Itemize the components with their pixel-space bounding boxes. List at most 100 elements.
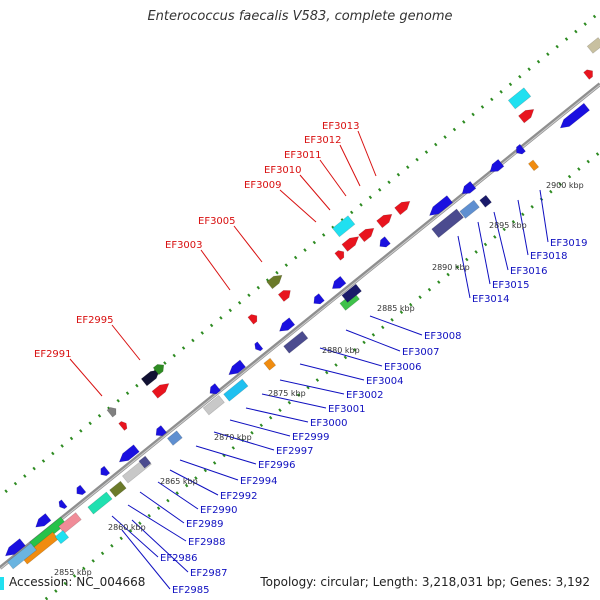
scale-ticks: 2855 kbp 2860 kbp 2865 kbp 2870 kbp 2875 kbp… — [54, 181, 584, 577]
gene-feature-28 — [138, 455, 152, 469]
gene-feature-3 — [58, 499, 68, 510]
leader-EF3019 — [539, 189, 549, 243]
leader-EF3000 — [245, 407, 309, 423]
scale-tick-4: 2870 kbp — [214, 433, 252, 442]
gene-feature-51 — [376, 213, 393, 229]
gene-feature-15 — [429, 195, 454, 216]
scale-tick-7: 2885 kbp — [377, 304, 415, 313]
gene-label-EF3002: EF3002 — [346, 390, 384, 401]
leader-EF2999 — [229, 419, 291, 437]
gene-label-EF3004: EF3004 — [366, 376, 404, 387]
gene-feature-2 — [35, 513, 52, 528]
gene-label-EF2995: EF2995 — [76, 315, 114, 326]
leader-EF2990 — [157, 481, 199, 510]
leader-EF3002 — [279, 379, 345, 395]
leader-EF3007 — [345, 329, 401, 352]
gene-label-EF2990: EF2990 — [200, 505, 238, 516]
gene-feature-40 — [151, 383, 170, 399]
gene-label-EF2991: EF2991 — [34, 349, 72, 360]
leader-EF3013 — [357, 130, 377, 177]
gene-feature-16 — [461, 180, 477, 195]
gene-feature-25 — [87, 491, 113, 515]
gene-feature-17 — [489, 158, 505, 173]
leader-EF3004 — [299, 363, 365, 381]
leader-EF3006 — [319, 347, 383, 367]
gene-feature-50 — [358, 227, 375, 243]
gene-feature-36 — [431, 208, 464, 239]
gene-feature-13 — [331, 275, 347, 289]
gene-feature-1 — [4, 538, 26, 557]
scale-tick-2: 2860 kbp — [108, 523, 146, 532]
leader-EF2986 — [111, 515, 159, 558]
gene-label-EF3007: EF3007 — [402, 347, 440, 358]
gene-feature-11 — [279, 317, 296, 332]
scale-tick-9: 2895 kbp — [489, 221, 527, 230]
gene-label-EF3003: EF3003 — [165, 240, 203, 251]
gene-label-EF2988: EF2988 — [188, 537, 226, 548]
leader-EF3003 — [200, 249, 231, 291]
tick-dots — [0, 10, 600, 600]
gene-feature-18 — [516, 143, 526, 155]
gene-feature-6 — [118, 444, 140, 463]
leader-EF2995 — [111, 324, 141, 361]
scale-tick-5: 2875 kbp — [268, 389, 306, 398]
gene-feature-31 — [223, 378, 249, 402]
leader-EF2992 — [169, 469, 219, 496]
leader-EF3018 — [517, 199, 529, 256]
gene-feature-57 — [586, 37, 600, 54]
gene-label-EF3009: EF3009 — [244, 180, 282, 191]
gene-label-EF2999: EF2999 — [292, 432, 330, 443]
leader-EF3012 — [339, 144, 361, 187]
label-leaders — [69, 130, 549, 590]
scale-tick-8: 2890 kbp — [432, 263, 470, 272]
gene-feature-12 — [313, 293, 325, 305]
gene-feature-39 — [527, 159, 540, 172]
leader-EF3014 — [457, 235, 471, 299]
gene-feature-45 — [247, 314, 258, 325]
gene-label-EF2985: EF2985 — [172, 585, 210, 596]
gene-feature-35 — [341, 283, 362, 303]
gene-feature-43 — [106, 407, 117, 418]
gene-feature-30 — [202, 394, 225, 416]
gene-label-EF2989: EF2989 — [186, 519, 224, 530]
leader-EF3005 — [233, 225, 263, 263]
leader-EF3010 — [299, 174, 331, 211]
gene-feature-4 — [76, 484, 87, 496]
tick-track-2 — [42, 150, 600, 600]
gene-feature-47 — [277, 290, 291, 302]
gene-feature-10 — [254, 341, 264, 352]
leader-EF2996 — [195, 445, 257, 465]
accession-swatch — [0, 577, 4, 590]
gene-feature-53 — [332, 215, 356, 238]
gene-feature-44 — [118, 421, 128, 431]
gene-label-EF3001: EF3001 — [328, 404, 366, 415]
gene-feature-46 — [266, 274, 283, 290]
gene-label-EF3015: EF3015 — [492, 280, 530, 291]
gene-feature-33 — [283, 330, 309, 354]
gene-feature-42 — [152, 364, 165, 376]
gene-feature-8 — [209, 383, 221, 395]
gene-label-EF3012: EF3012 — [304, 135, 342, 146]
gene-labels: EF2991 EF2995 EF3003 EF3005 EF3009 EF3010 EF30… — [34, 121, 588, 596]
gene-feature-19 — [559, 102, 591, 129]
gene-feature-22 — [7, 542, 37, 570]
gene-label-EF2997: EF2997 — [276, 446, 314, 457]
gene-label-EF3013: EF3013 — [322, 121, 360, 132]
leader-EF3011 — [319, 159, 347, 197]
gene-feature-5 — [100, 465, 111, 477]
map-title: Enterococcus faecalis V583, complete gen… — [147, 9, 453, 24]
scale-tick-10: 2900 kbp — [546, 181, 584, 190]
gene-feature-55 — [518, 109, 535, 124]
gene-feature-54 — [507, 87, 532, 110]
gene-label-EF3010: EF3010 — [264, 165, 302, 176]
gene-label-EF3018: EF3018 — [530, 251, 568, 262]
leader-EF3016 — [493, 211, 509, 271]
leader-EF2991 — [69, 358, 103, 397]
gene-feature-24 — [54, 529, 70, 545]
gene-label-EF3019: EF3019 — [550, 238, 588, 249]
gene-label-EF2994: EF2994 — [240, 476, 278, 487]
gene-label-EF3011: EF3011 — [284, 150, 322, 161]
leader-EF3008 — [369, 315, 423, 336]
leader-EF2985 — [121, 529, 171, 590]
